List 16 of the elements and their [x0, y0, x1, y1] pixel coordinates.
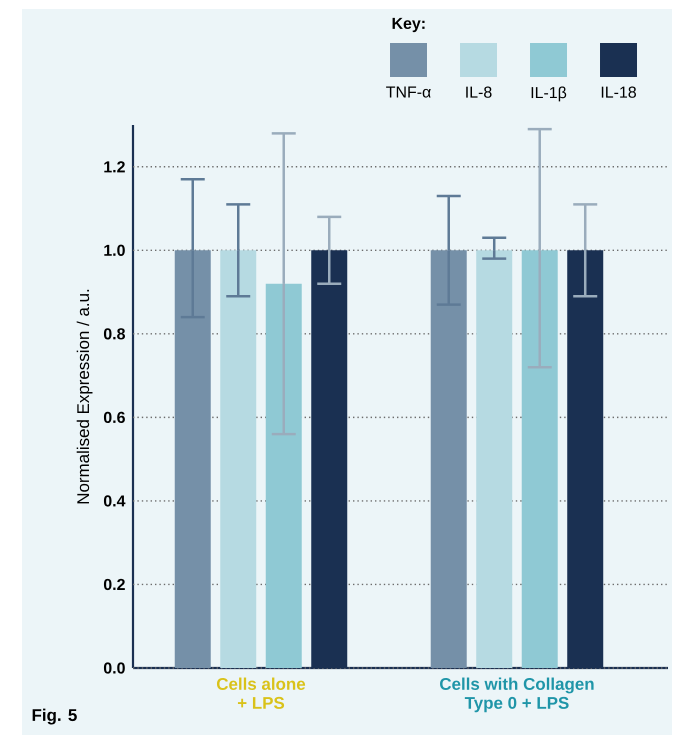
legend-title: Key:	[392, 18, 425, 32]
legend-label: IL-8	[466, 86, 492, 98]
y-tick-label: 0.0	[104, 662, 125, 674]
y-tick-label: 1.0	[104, 244, 125, 256]
x-tick-label: Cells with Collagen Type 0 + LPS	[440, 678, 594, 712]
y-tick-label: 0.2	[104, 578, 125, 590]
x-tick-label: Cells alone + LPS	[216, 678, 306, 709]
y-tick-label: 0.4	[104, 495, 126, 507]
legend-label: IL-1β	[532, 86, 566, 102]
caption: Fig. 5	[32, 708, 77, 724]
y-axis-title: Normalised Expression / a.u.	[76, 290, 92, 504]
y-tick-label: 0.6	[104, 412, 125, 424]
y-tick-label: 0.8	[104, 328, 125, 340]
legend-label: TNF-α	[386, 86, 431, 98]
legend-label: IL-18	[602, 86, 636, 98]
y-tick-label: 1.2	[104, 161, 125, 172]
